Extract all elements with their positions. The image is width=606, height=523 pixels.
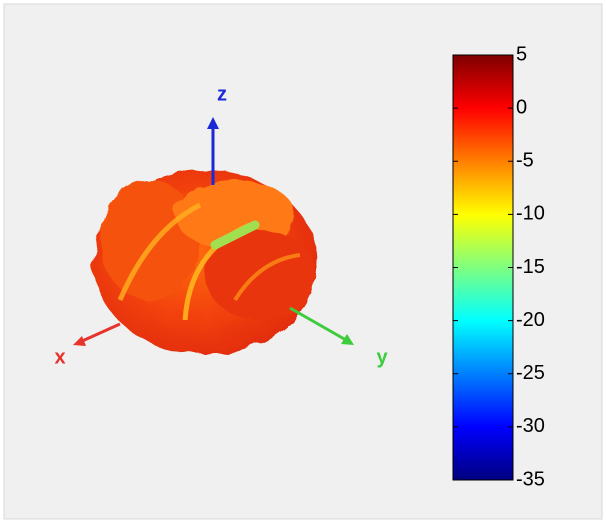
y-axis (289, 306, 347, 342)
x-axis-label: x (54, 346, 65, 368)
tick-label: -20 (516, 309, 545, 331)
lobe (100, 180, 200, 300)
tick-label: -15 (516, 256, 545, 278)
tick-label: 0 (516, 96, 527, 118)
x-axis (79, 322, 121, 344)
colorbar (452, 54, 514, 481)
x-arrowhead (73, 336, 86, 346)
tick-label: -35 (516, 468, 545, 490)
radiation-pattern (93, 170, 317, 354)
y-arrowhead (341, 334, 354, 345)
lobe (205, 230, 315, 320)
highlight (117, 202, 202, 301)
tick-label: -30 (516, 415, 545, 437)
tick-label: -5 (516, 150, 534, 172)
z-arrowhead (207, 117, 219, 129)
highlight (233, 253, 301, 302)
y-axis-label: y (376, 346, 388, 368)
tick-label: -10 (516, 203, 545, 225)
z-axis-label: z (217, 83, 227, 105)
tick-label: -25 (516, 362, 545, 384)
tick-label: 5 (516, 43, 527, 65)
highlight (210, 220, 260, 250)
